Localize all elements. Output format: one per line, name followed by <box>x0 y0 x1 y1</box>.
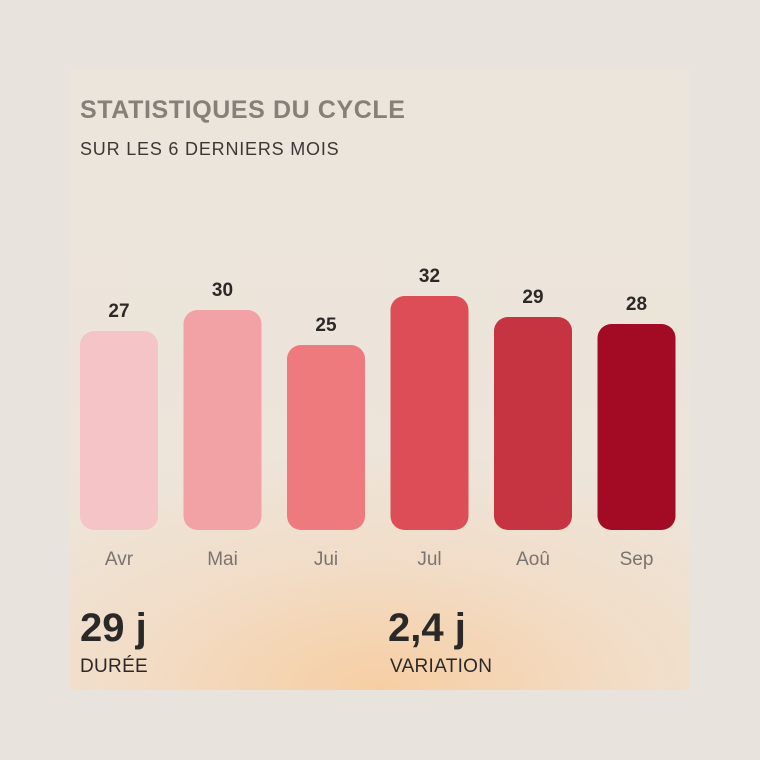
bar-aoû <box>494 317 572 530</box>
bar-chart: 27 Avr 30 Mai 25 Jui 32 Jul 29 Aoû 28 Sep <box>80 266 676 570</box>
duration-value: 29 j <box>80 606 147 650</box>
bar-sep <box>597 324 676 530</box>
x-tick-label: Aoû <box>516 549 550 570</box>
bar-value-label: 28 <box>626 294 647 315</box>
x-tick-label: Sep <box>620 549 654 570</box>
bar-value-label: 29 <box>522 287 543 308</box>
bar-value-label: 25 <box>315 315 337 336</box>
x-tick-label: Mai <box>207 549 238 570</box>
bar-value-label: 30 <box>212 280 233 301</box>
bar-avr <box>80 331 158 530</box>
bar-jui <box>287 345 365 530</box>
chart-subtitle: SUR LES 6 DERNIERS MOIS <box>80 139 340 159</box>
bar-value-label: 27 <box>108 301 129 322</box>
x-tick-label: Jul <box>417 549 441 570</box>
duration-label: DURÉE <box>80 656 149 677</box>
x-tick-label: Avr <box>105 549 134 570</box>
cycle-stats-card: STATISTIQUES DU CYCLE SUR LES 6 DERNIERS… <box>70 70 690 690</box>
bar-value-label: 32 <box>419 266 440 287</box>
variation-label: VARIATION <box>390 656 493 677</box>
x-tick-label: Jui <box>314 549 338 570</box>
chart-title: STATISTIQUES DU CYCLE <box>80 96 406 124</box>
bar-mai <box>183 310 262 530</box>
variation-value: 2,4 j <box>388 606 466 650</box>
bar-jul <box>390 296 469 530</box>
